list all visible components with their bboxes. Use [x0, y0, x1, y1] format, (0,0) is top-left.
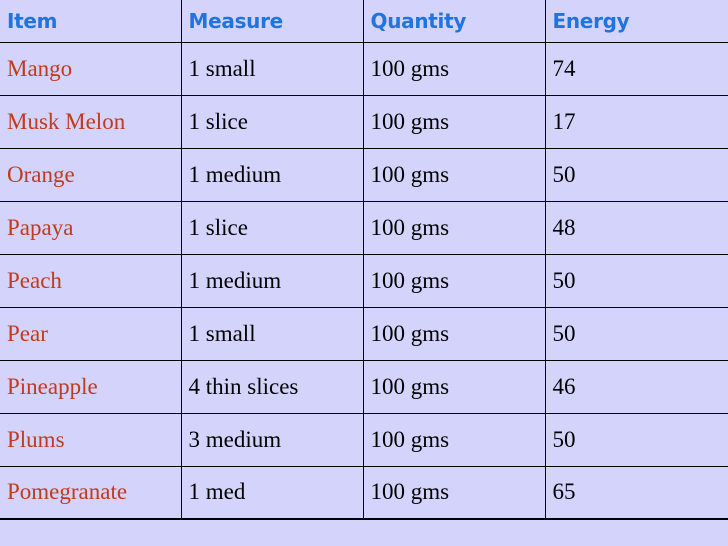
- table-row: Pineapple 4 thin slices 100 gms 46: [0, 359, 728, 414]
- energy-cell: 50: [544, 147, 728, 202]
- measure-cell: 1 small: [180, 306, 364, 361]
- item-cell: Peach: [0, 253, 182, 308]
- quantity-cell: 100 gms: [362, 359, 546, 414]
- item-cell: Pomegranate: [0, 465, 182, 520]
- table-row: Orange 1 medium 100 gms 50: [0, 147, 728, 202]
- quantity-cell: 100 gms: [362, 412, 546, 467]
- item-cell: Musk Melon: [0, 94, 182, 149]
- energy-cell: 17: [544, 94, 728, 149]
- item-cell: Pineapple: [0, 359, 182, 414]
- energy-cell: 48: [544, 200, 728, 255]
- quantity-cell: 100 gms: [362, 253, 546, 308]
- measure-cell: 1 small: [180, 41, 364, 96]
- header-measure: Measure: [180, 0, 364, 43]
- energy-cell: 74: [544, 41, 728, 96]
- quantity-cell: 100 gms: [362, 41, 546, 96]
- item-cell: Orange: [0, 147, 182, 202]
- measure-cell: 4 thin slices: [180, 359, 364, 414]
- table-row: Peach 1 medium 100 gms 50: [0, 253, 728, 308]
- item-cell: Plums: [0, 412, 182, 467]
- table-row: Plums 3 medium 100 gms 50: [0, 412, 728, 467]
- fruit-energy-table: Item Measure Quantity Energy Mango 1 sma…: [0, 0, 728, 520]
- energy-cell: 50: [544, 253, 728, 308]
- item-cell: Pear: [0, 306, 182, 361]
- table-row: Pomegranate 1 med 100 gms 65: [0, 465, 728, 520]
- measure-cell: 1 slice: [180, 94, 364, 149]
- measure-cell: 3 medium: [180, 412, 364, 467]
- energy-cell: 46: [544, 359, 728, 414]
- energy-cell: 50: [544, 412, 728, 467]
- quantity-cell: 100 gms: [362, 306, 546, 361]
- table-row: Papaya 1 slice 100 gms 48: [0, 200, 728, 255]
- measure-cell: 1 med: [180, 465, 364, 520]
- table-row: Musk Melon 1 slice 100 gms 17: [0, 94, 728, 149]
- energy-cell: 50: [544, 306, 728, 361]
- header-quantity: Quantity: [362, 0, 546, 43]
- measure-cell: 1 medium: [180, 147, 364, 202]
- item-cell: Mango: [0, 41, 182, 96]
- table-row: Pear 1 small 100 gms 50: [0, 306, 728, 361]
- quantity-cell: 100 gms: [362, 147, 546, 202]
- measure-cell: 1 medium: [180, 253, 364, 308]
- header-row: Item Measure Quantity Energy: [0, 0, 728, 43]
- header-item: Item: [0, 0, 182, 43]
- header-energy: Energy: [544, 0, 728, 43]
- energy-cell: 65: [544, 465, 728, 520]
- measure-cell: 1 slice: [180, 200, 364, 255]
- item-cell: Papaya: [0, 200, 182, 255]
- table-row: Mango 1 small 100 gms 74: [0, 41, 728, 96]
- quantity-cell: 100 gms: [362, 94, 546, 149]
- quantity-cell: 100 gms: [362, 200, 546, 255]
- quantity-cell: 100 gms: [362, 465, 546, 520]
